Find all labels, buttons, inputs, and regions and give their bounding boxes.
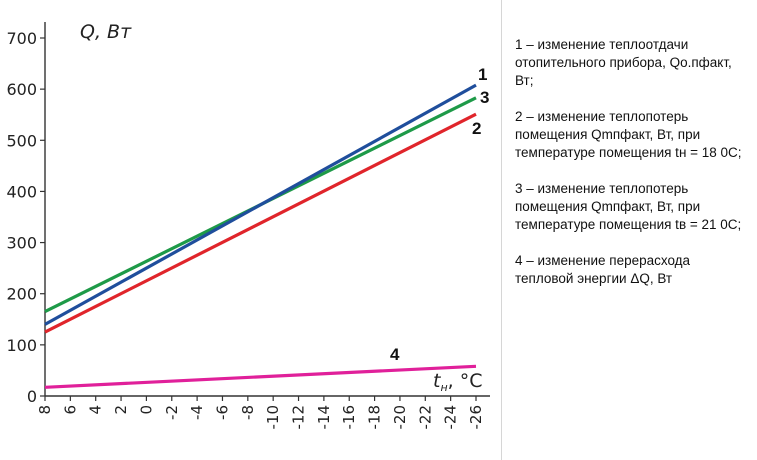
x-axis-title-var: t [433,370,442,392]
x-axis-title: tн, °C [433,370,483,394]
y-axis-ticks: 0 100 200 300 400 500 600 700 [6,29,45,406]
x-tick-label: -24 [442,405,460,430]
x-tick-label: -16 [340,405,358,430]
x-tick-label: -12 [290,405,308,430]
x-tick-label: -10 [264,405,282,430]
series-label-3: 3 [480,88,489,107]
legend-item-1: 1 – изменение теплоотдачи отопительного … [515,37,732,88]
y-tick-label: 500 [6,131,37,150]
x-tick-label: -8 [239,405,257,420]
panel-divider [501,0,502,460]
series-line-4 [44,364,477,389]
legend-panel: 1 – изменение теплоотдачи отопительного … [515,36,751,306]
series-line-2 [44,112,477,334]
x-axis-ticks: 8 6 4 2 0 -2 -4 -6 -8 -10 -12 -14 -16 -18 -20 -22 -24 -26 [36,396,485,430]
y-tick-label: 600 [6,80,37,99]
x-tick-label: -4 [188,405,206,420]
x-tick-label: 6 [61,405,79,415]
x-tick-label: 4 [87,405,105,415]
x-tick-label: 2 [112,405,130,415]
x-tick-label: 0 [137,405,155,415]
y-tick-label: 700 [6,29,37,48]
x-tick-label: -6 [213,405,231,420]
series-labels: 1 3 2 4 [390,65,489,364]
chart-axes [44,22,490,397]
y-tick-label: 400 [6,182,37,201]
x-tick-label: 8 [36,405,54,415]
legend-item-2: 2 – изменение теплопотерь помещения Qmпф… [515,109,742,160]
x-tick-label: -14 [315,405,333,430]
x-axis-title-subscript: н [440,381,447,394]
legend-item-4: 4 – изменение перерасхода тепловой энерг… [515,253,691,286]
chart-series [44,83,477,389]
x-tick-label: -2 [163,405,181,420]
x-tick-label: -26 [467,405,485,430]
x-tick-label: -22 [416,405,434,430]
series-label-2: 2 [472,119,481,138]
y-tick-label: 300 [6,234,37,253]
x-tick-label: -18 [366,405,384,430]
y-axis-title: Q, Вт [80,21,132,43]
y-tick-label: 0 [27,387,37,406]
legend-item-3: 3 – изменение теплопотерь помещения Qmпф… [515,181,742,232]
series-line-1 [44,83,477,326]
x-tick-label: -20 [391,405,409,430]
y-tick-label: 100 [6,336,37,355]
series-label-1: 1 [478,65,487,84]
x-axis-title-unit: , °C [448,370,483,392]
series-label-4: 4 [390,345,400,364]
y-tick-label: 200 [6,285,37,304]
